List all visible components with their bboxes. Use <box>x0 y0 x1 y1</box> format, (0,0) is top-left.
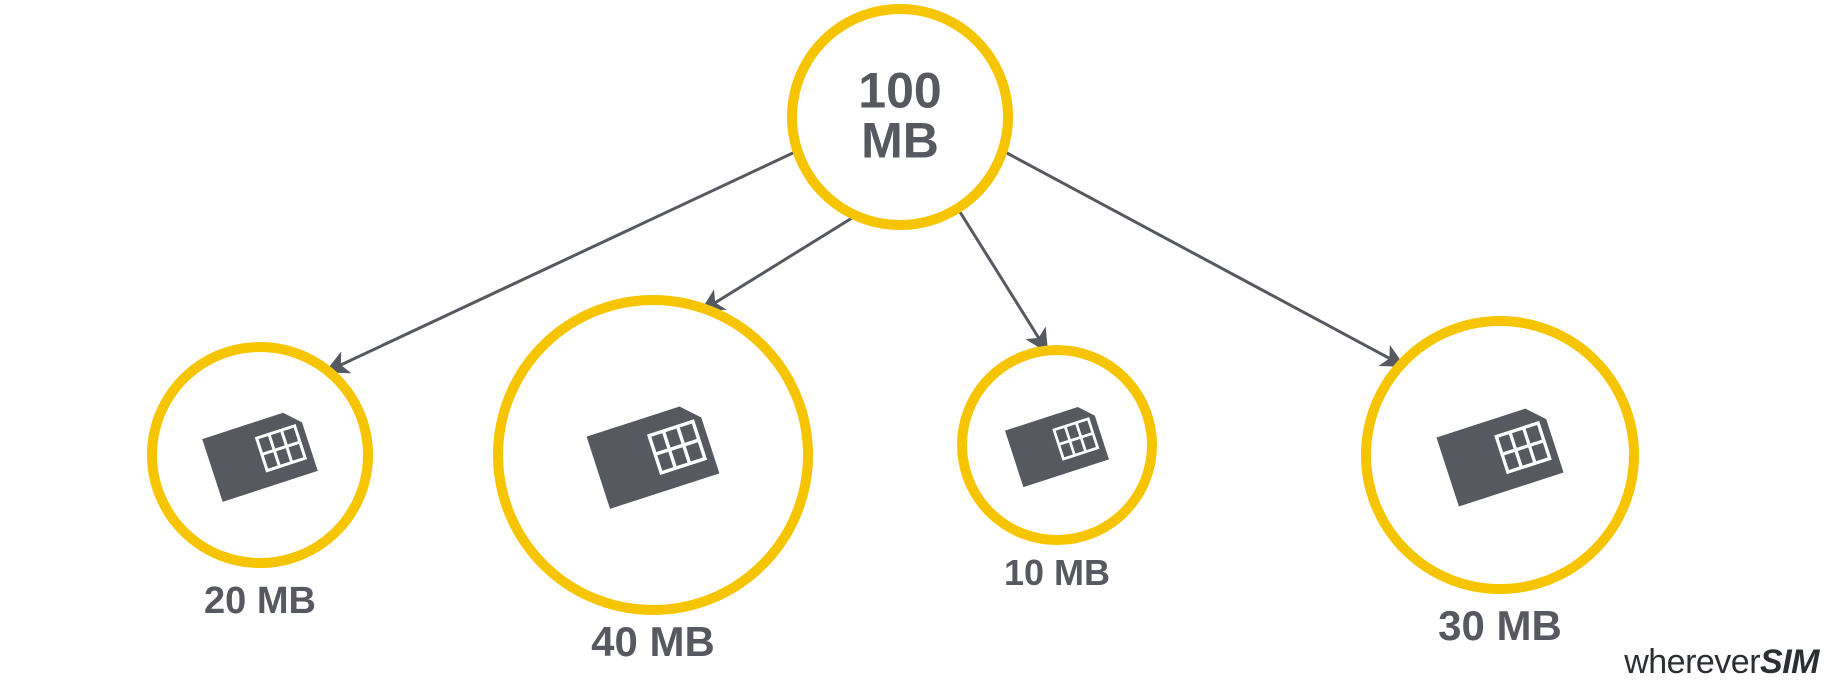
arrow <box>705 218 852 309</box>
child-label: 20 MB <box>204 580 316 622</box>
root-node: 100 MB <box>792 9 1008 225</box>
children-group: 20 MB 40 MB 10 MB 30 MB <box>152 300 1634 665</box>
child-label: 10 MB <box>1004 552 1110 593</box>
root-value: 100 <box>858 63 941 119</box>
child-node: 20 MB <box>152 347 368 622</box>
child-node: 30 MB <box>1366 321 1634 649</box>
child-node: 10 MB <box>962 350 1152 593</box>
diagram-canvas: 100 MB 20 MB 40 MB 10 MB 30 MB <box>0 0 1839 690</box>
arrow <box>1005 152 1400 364</box>
arrow <box>960 212 1045 348</box>
child-label: 30 MB <box>1438 602 1562 649</box>
child-node: 40 MB <box>498 300 808 665</box>
brand-logo: whereverSIM <box>1624 643 1819 682</box>
child-label: 40 MB <box>591 618 715 665</box>
logo-part-1: wherever <box>1624 643 1760 681</box>
root-unit: MB <box>861 113 939 169</box>
logo-part-2: SIM <box>1760 643 1819 681</box>
